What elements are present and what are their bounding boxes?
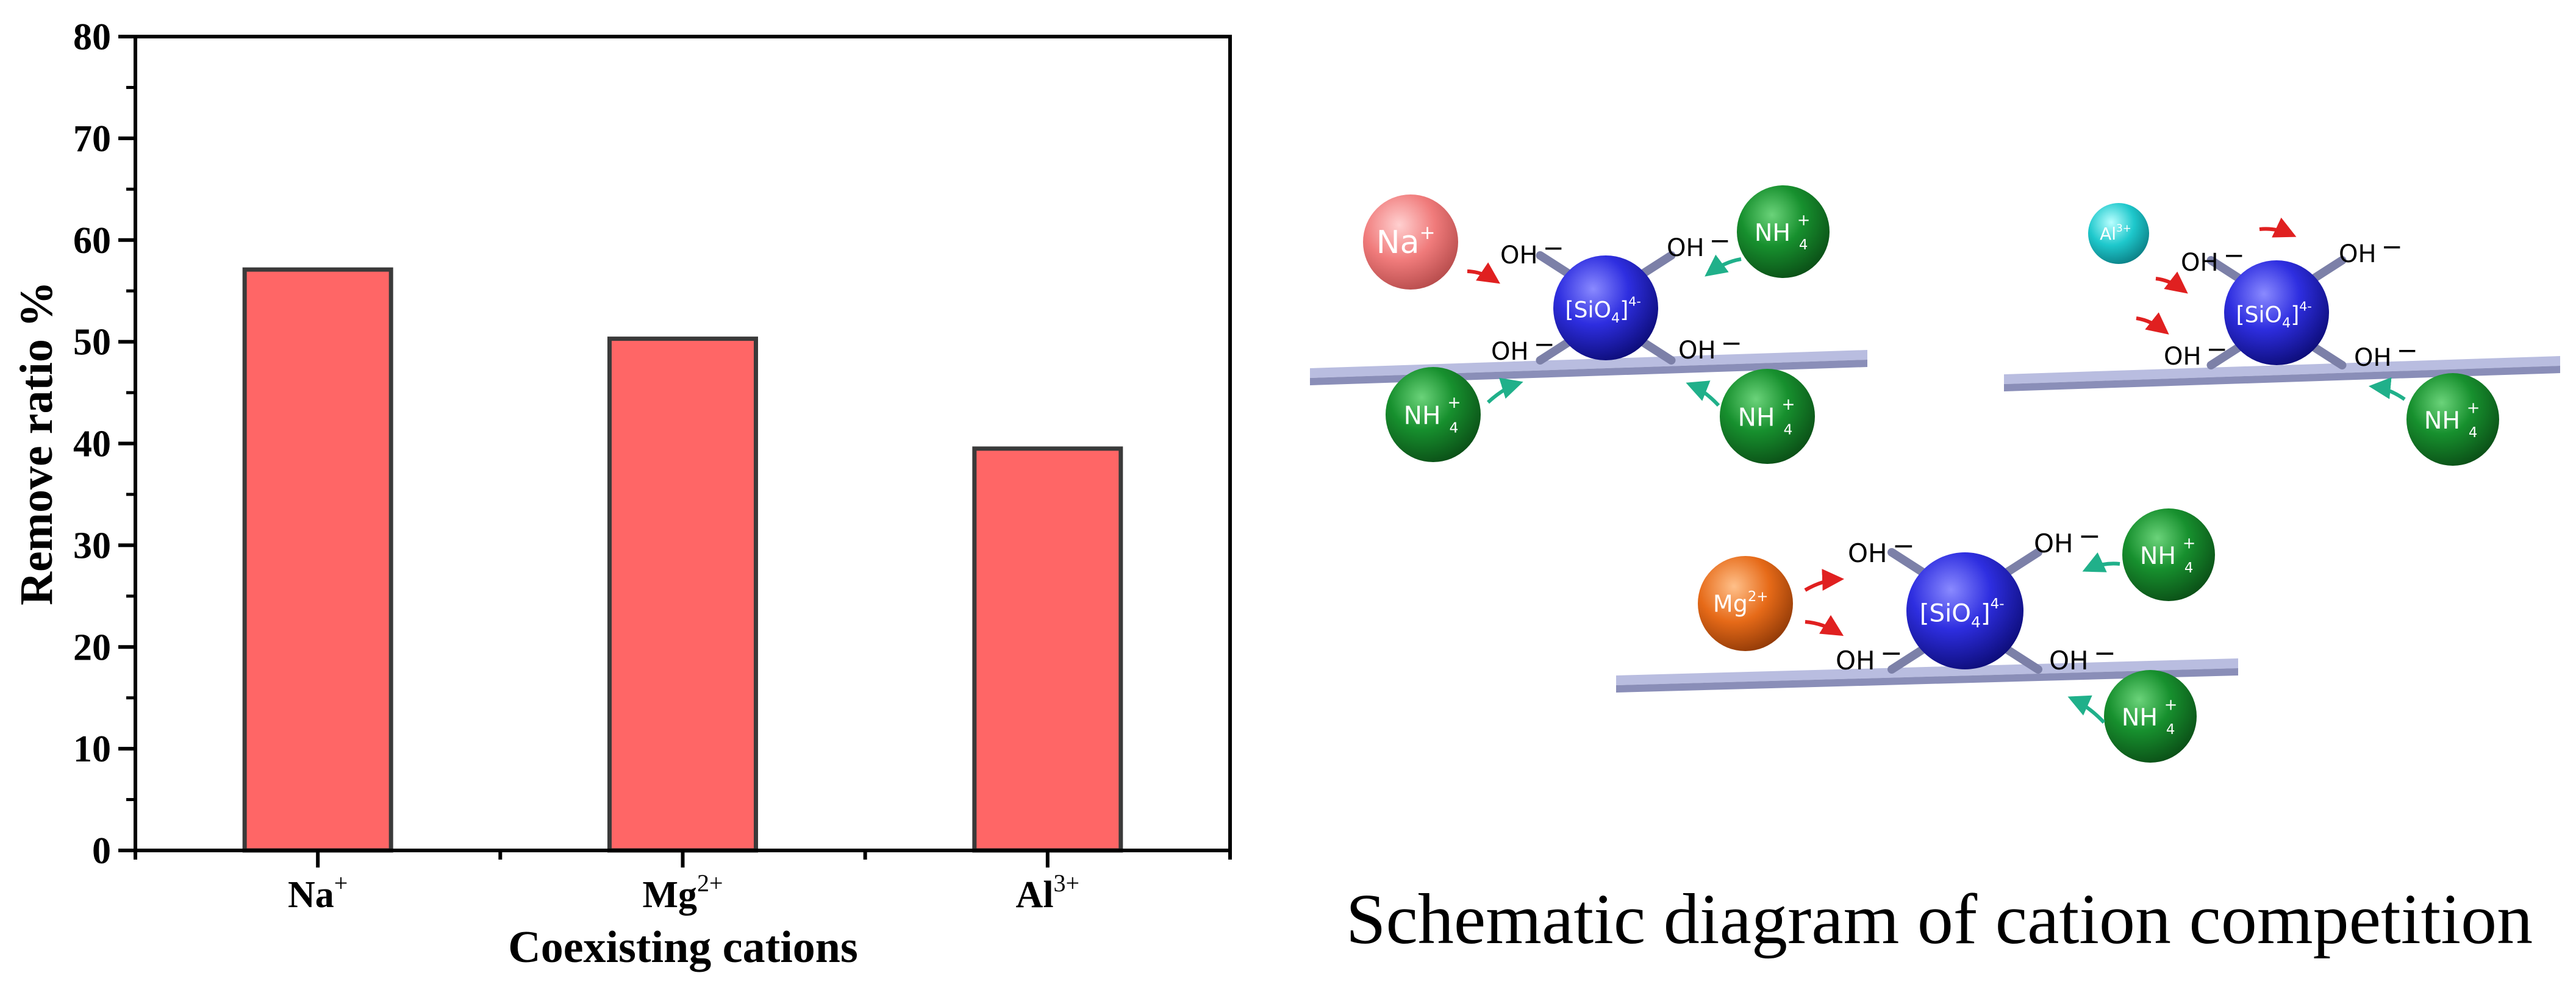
x-tick-label: Na+ [288, 869, 348, 916]
svg-text:4: 4 [2166, 722, 2175, 738]
oh-label: OH − [1491, 329, 1555, 366]
red-arrow [1804, 569, 1844, 592]
teal-arrow [1486, 377, 1523, 404]
svg-text:+: + [1797, 211, 1811, 229]
na-cation-label: Na+ [1376, 222, 1436, 261]
na-cation-sphere: Na+ [1363, 194, 1458, 290]
x-axis-label: Coexisting cations [508, 922, 858, 972]
svg-text:4: 4 [2469, 425, 2478, 441]
nh4-sphere: NH +4 [1720, 369, 1815, 464]
oh-label: OH − [1678, 328, 1742, 365]
nh4-label: NH [1404, 401, 1441, 430]
nh4-sphere: NH +4 [1737, 185, 1830, 278]
nh4-sphere: NH +4 [1386, 367, 1481, 462]
teal-arrow [2369, 377, 2406, 401]
sio4-label: [SiO4]4- [1565, 294, 1641, 327]
diagram-caption: Schematic diagram of cation competition [1346, 879, 2533, 959]
y-tick-label: 0 [92, 830, 111, 872]
svg-text:4: 4 [1799, 237, 1808, 253]
sio4-sphere: [SiO4]4- [1536, 251, 1676, 365]
x-tick-label: Mg2+ [642, 869, 723, 916]
y-tick-label: 50 [73, 322, 111, 363]
svg-text:4: 4 [1784, 421, 1793, 438]
oh-label: OH − [2034, 521, 2101, 558]
teal-arrow [2082, 552, 2120, 572]
y-tick-label: 10 [73, 729, 111, 770]
substrate-plate [2004, 356, 2560, 391]
nh4-sphere: NH +4 [2104, 670, 2197, 763]
svg-text:+: + [2183, 534, 2196, 552]
y-tick-label: 40 [73, 424, 111, 465]
x-tick-label: Al3+ [1016, 869, 1080, 916]
oh-label: OH − [2049, 638, 2116, 675]
y-ticks: 0 10 20 30 40 50 60 70 80 [73, 16, 135, 872]
nh4-label: NH [2140, 542, 2176, 570]
bars [242, 267, 1123, 853]
nh4-label: NH [2122, 704, 2158, 732]
teal-arrow [2067, 695, 2106, 724]
red-arrow [2259, 217, 2297, 238]
svg-text:+: + [2467, 399, 2480, 417]
svg-text:+: + [1447, 393, 1461, 412]
oh-label: OH − [2164, 334, 2228, 371]
y-tick-label: 20 [73, 627, 111, 668]
sio4-label: [SiO4]4- [1920, 596, 2005, 631]
svg-text:4: 4 [2184, 560, 2194, 576]
sio4-label: [SiO4]4- [2236, 299, 2312, 332]
oh-label: OH − [1500, 233, 1564, 269]
sio4-sphere: [SiO4]4- [2206, 256, 2347, 369]
svg-text:4: 4 [1450, 419, 1459, 436]
y-tick-label: 60 [73, 220, 111, 262]
red-arrow [1805, 615, 1844, 636]
y-tick-label: 70 [73, 118, 111, 160]
y-axis-label: Remove ratio % [11, 281, 62, 605]
oh-label: OH − [1836, 638, 1903, 675]
x-ticks: Na+ Mg2+ Al3+ [134, 850, 1232, 916]
bar [972, 446, 1123, 853]
svg-text:+: + [1781, 395, 1795, 414]
bar [607, 337, 758, 853]
al-cation-label: Al3+ [2100, 222, 2131, 244]
bar-chart: 0 10 20 30 40 50 60 70 80 Na+ Mg2+ Al3+ Remove rat… [11, 16, 1232, 972]
nh4-sphere: NH +4 [2122, 508, 2215, 601]
mg-cation-label: Mg2+ [1713, 589, 1769, 617]
cation-competition-diagram: [SiO4]4-OH − OH −OH − OH −Na+ NH +4NH +4 NH +4[SiO4… [1310, 185, 2560, 763]
oh-label: OH − [1667, 226, 1731, 262]
sio4-sphere: [SiO4]4- [1887, 548, 2042, 674]
red-arrow [1467, 262, 1500, 284]
substrate-plate [1616, 658, 2238, 693]
svg-text:+: + [2164, 696, 2178, 714]
oh-label: OH − [2354, 335, 2418, 372]
bar [242, 267, 393, 853]
y-tick-label: 80 [73, 16, 111, 58]
nh4-label: NH [1738, 403, 1775, 432]
teal-arrow [1705, 254, 1742, 277]
al-cation-sphere: Al3+ [2088, 203, 2149, 264]
y-tick-label: 30 [73, 525, 111, 566]
oh-label: OH − [1848, 530, 1915, 568]
red-arrow [2136, 312, 2169, 335]
nh4-label: NH [2424, 407, 2460, 435]
oh-label: OH − [2339, 232, 2403, 268]
mg-cation-sphere: Mg2+ [1698, 556, 1793, 651]
red-arrow [2155, 271, 2188, 294]
teal-arrow [1686, 380, 1720, 407]
nh4-sphere: NH +4 [2406, 373, 2499, 466]
nh4-label: NH [1755, 219, 1791, 247]
